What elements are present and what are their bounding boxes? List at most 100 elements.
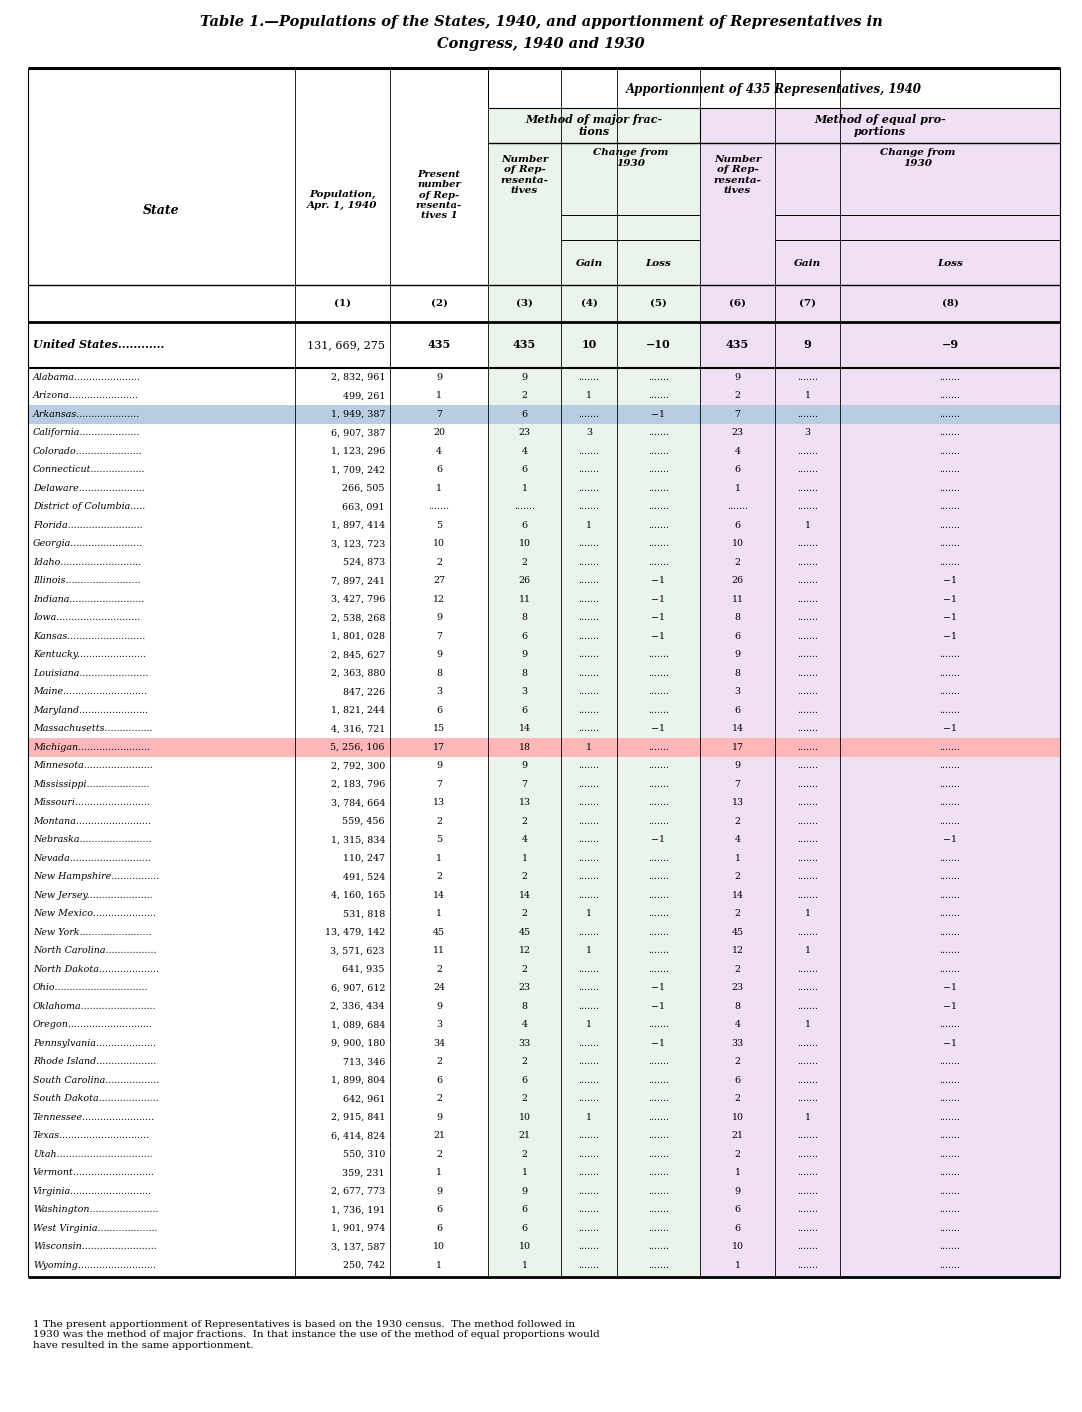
Text: United States............: United States............: [32, 339, 164, 350]
Text: 2: 2: [436, 964, 443, 974]
Text: Method of major frac-
tions: Method of major frac- tions: [526, 113, 662, 137]
Text: 1: 1: [436, 391, 443, 400]
Text: 8: 8: [522, 669, 528, 678]
Text: .......: .......: [579, 651, 599, 659]
Text: Wisconsin.........................: Wisconsin.........................: [32, 1243, 157, 1251]
Text: 1: 1: [805, 946, 810, 956]
Text: Wyoming..........................: Wyoming..........................: [32, 1261, 156, 1269]
Text: 1, 801, 028: 1, 801, 028: [331, 631, 385, 641]
Text: .......: .......: [648, 816, 669, 826]
Text: 6: 6: [436, 1224, 443, 1233]
Text: Delaware......................: Delaware......................: [32, 484, 145, 493]
Text: .......: .......: [648, 891, 669, 899]
Text: 6: 6: [436, 1206, 443, 1214]
Text: 6: 6: [735, 1076, 740, 1084]
Text: Michigan........................: Michigan........................: [32, 743, 150, 751]
Text: 5, 256, 106: 5, 256, 106: [330, 743, 385, 751]
Text: Gain: Gain: [794, 258, 821, 267]
Text: 4, 316, 721: 4, 316, 721: [331, 724, 385, 733]
Text: Georgia........................: Georgia........................: [32, 539, 143, 548]
Text: .......: .......: [797, 669, 818, 678]
Text: 9: 9: [436, 1186, 443, 1196]
Text: .......: .......: [579, 558, 599, 566]
Text: .......: .......: [797, 836, 818, 844]
Text: .......: .......: [648, 1076, 669, 1084]
Text: 359, 231: 359, 231: [343, 1168, 385, 1178]
Text: 2: 2: [735, 816, 740, 826]
Text: 2: 2: [522, 1149, 528, 1159]
Text: .......: .......: [579, 1206, 599, 1214]
Text: 499, 261: 499, 261: [343, 391, 385, 400]
Text: .......: .......: [939, 761, 961, 771]
Text: Change from
1930: Change from 1930: [593, 148, 669, 168]
Text: 2: 2: [522, 558, 528, 566]
Text: 2, 538, 268: 2, 538, 268: [331, 613, 385, 623]
Text: .......: .......: [648, 873, 669, 881]
Text: .......: .......: [579, 724, 599, 733]
Text: .......: .......: [579, 539, 599, 548]
Text: −1: −1: [944, 983, 956, 993]
Text: 10: 10: [731, 1113, 743, 1121]
Text: .......: .......: [579, 891, 599, 899]
Text: .......: .......: [939, 743, 961, 751]
Text: 14: 14: [731, 724, 743, 733]
Text: 1: 1: [735, 1261, 740, 1269]
Text: .......: .......: [579, 798, 599, 808]
Bar: [700, 322, 1060, 369]
Text: Kansas..........................: Kansas..........................: [32, 631, 145, 641]
Text: 9: 9: [522, 373, 528, 381]
Text: 9: 9: [735, 373, 740, 381]
Text: .......: .......: [648, 964, 669, 974]
Text: .......: .......: [648, 798, 669, 808]
Text: 9: 9: [735, 761, 740, 771]
Text: 8: 8: [436, 669, 443, 678]
Text: .......: .......: [797, 891, 818, 899]
Text: 110, 247: 110, 247: [343, 854, 385, 863]
Text: .......: .......: [939, 428, 961, 438]
Text: (1): (1): [334, 299, 351, 308]
Text: 6: 6: [522, 521, 528, 530]
Text: 33: 33: [518, 1039, 530, 1048]
Text: 4: 4: [735, 1021, 740, 1029]
Text: .......: .......: [939, 539, 961, 548]
Text: 1: 1: [586, 521, 592, 530]
Text: Idaho...........................: Idaho...........................: [32, 558, 142, 566]
Text: Present
number
of Rep-
resenta-
tives 1: Present number of Rep- resenta- tives 1: [415, 169, 462, 220]
Text: 1: 1: [805, 391, 810, 400]
Text: .......: .......: [648, 928, 669, 936]
Text: .......: .......: [797, 779, 818, 789]
Text: .......: .......: [797, 1243, 818, 1251]
Bar: [488, 143, 700, 285]
Text: 4: 4: [436, 446, 443, 456]
Text: −9: −9: [941, 339, 959, 350]
Text: 26: 26: [731, 576, 743, 585]
Text: 2, 363, 880: 2, 363, 880: [331, 669, 385, 678]
Text: 7: 7: [436, 779, 443, 789]
Text: .......: .......: [579, 1131, 599, 1141]
Text: 18: 18: [518, 743, 530, 751]
Text: 10: 10: [518, 1113, 530, 1121]
Text: Nebraska........................: Nebraska........................: [32, 836, 151, 844]
Text: .......: .......: [648, 503, 669, 511]
Text: 2: 2: [436, 1094, 443, 1103]
Text: 23: 23: [518, 983, 530, 993]
Text: 2, 915, 841: 2, 915, 841: [331, 1113, 385, 1121]
Text: −1: −1: [651, 576, 665, 585]
Text: .......: .......: [648, 539, 669, 548]
Text: .......: .......: [939, 409, 961, 419]
Text: 1, 315, 834: 1, 315, 834: [331, 836, 385, 844]
Text: 6: 6: [522, 409, 528, 419]
Text: .......: .......: [648, 1168, 669, 1178]
Text: 2: 2: [436, 558, 443, 566]
Text: 435: 435: [513, 339, 536, 350]
Text: 8: 8: [522, 1001, 528, 1011]
Text: 8: 8: [735, 613, 740, 623]
Text: 9: 9: [522, 1186, 528, 1196]
Text: 14: 14: [518, 891, 530, 899]
Bar: [700, 107, 1060, 143]
Text: .......: .......: [648, 1131, 669, 1141]
Text: 1, 089, 684: 1, 089, 684: [331, 1021, 385, 1029]
Text: 1, 123, 296: 1, 123, 296: [331, 446, 385, 456]
Text: Louisiana.......................: Louisiana.......................: [32, 669, 148, 678]
Text: −1: −1: [651, 594, 665, 604]
